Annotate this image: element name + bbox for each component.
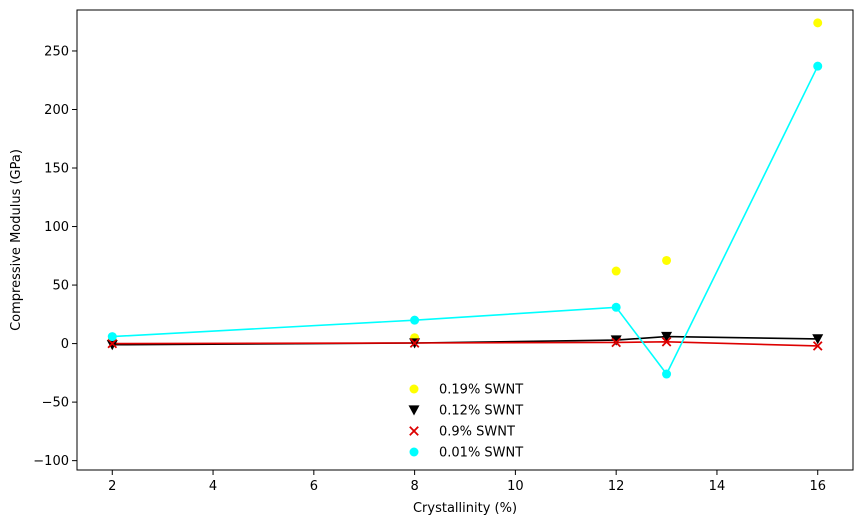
series-3-point xyxy=(813,61,823,71)
legend-label-0: 0.19% SWNT xyxy=(439,383,523,398)
x-tick-label: 14 xyxy=(709,479,726,494)
series-1-point xyxy=(812,334,824,345)
series-3-point xyxy=(107,332,117,342)
series-3-point xyxy=(410,315,420,325)
series-2-point xyxy=(661,336,672,347)
series-2-point xyxy=(611,337,622,348)
series-2-point xyxy=(409,338,420,348)
y-tick-label: 150 xyxy=(44,162,69,177)
series-line-3 xyxy=(112,65,819,376)
x-tick-label: 16 xyxy=(809,479,826,494)
series-0-point xyxy=(662,255,672,265)
y-tick-label: 100 xyxy=(44,220,69,235)
legend-label-2: 0.9% SWNT xyxy=(439,425,515,440)
series-0-point xyxy=(813,18,823,28)
series-3-point xyxy=(662,369,672,379)
series-2-point xyxy=(107,338,118,349)
series-2-point xyxy=(812,341,823,351)
y-tick-label: 0 xyxy=(61,337,69,352)
y-tick-label: −50 xyxy=(42,396,69,411)
series-line-2 xyxy=(112,341,818,347)
legend-label-1: 0.12% SWNT xyxy=(439,404,523,419)
series-1-point xyxy=(106,340,118,351)
series-1-point xyxy=(610,335,622,346)
y-tick-label: 250 xyxy=(44,44,69,59)
x-tick-label: 10 xyxy=(507,479,524,494)
y-axis-label: Compressive Modulus (GPa) xyxy=(9,149,24,331)
y-tick-label: 200 xyxy=(44,103,69,118)
series-1-point xyxy=(661,331,673,343)
x-tick-label: 12 xyxy=(608,479,625,494)
plot-area xyxy=(106,18,824,379)
legend-marker-2 xyxy=(409,426,419,436)
y-tick-label: −100 xyxy=(33,454,69,469)
legend-marker-3 xyxy=(409,447,419,457)
legend-label-3: 0.01% SWNT xyxy=(439,446,523,461)
y-tick-label: 50 xyxy=(52,279,69,294)
x-tick-label: 8 xyxy=(410,479,418,494)
series-0-point xyxy=(611,266,621,276)
x-axis-label: Crystallinity (%) xyxy=(413,501,517,516)
plot-frame xyxy=(76,9,854,471)
x-tick-label: 4 xyxy=(209,479,217,494)
x-tick-label: 6 xyxy=(310,479,318,494)
x-tick-label: 2 xyxy=(108,479,116,494)
series-3-point xyxy=(611,302,621,312)
legend-marker-1 xyxy=(408,405,420,416)
axes: 2 4 6 8 10 12 14 16 −100 −50 0 50 100 150 200 250 xyxy=(33,9,854,494)
legend: 0.19% SWNT 0.12% SWNT 0.9% SWNT 0.01% SWNT xyxy=(408,383,523,461)
legend-marker-0 xyxy=(409,384,419,394)
